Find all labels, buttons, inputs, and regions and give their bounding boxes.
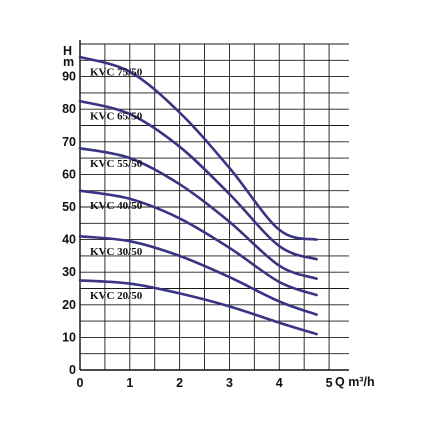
tick-labels: 0 10 20 30 40 50 60 70 80 90 0 1 2 3 4 5 bbox=[62, 70, 333, 390]
y-tick-label: 40 bbox=[62, 233, 76, 247]
y-tick-label: 10 bbox=[62, 330, 76, 344]
series-label: KVC 30/50 bbox=[90, 246, 143, 258]
series-label: KVC 40/50 bbox=[90, 200, 143, 212]
x-tick-label: 5 bbox=[326, 376, 333, 390]
curve-series bbox=[78, 235, 318, 316]
curve-series bbox=[78, 99, 318, 261]
y-tick-label: 0 bbox=[69, 363, 76, 377]
x-tick-label: 4 bbox=[276, 376, 283, 390]
y-tick-label: 70 bbox=[62, 135, 76, 149]
series-label: KVC 65/50 bbox=[90, 111, 143, 123]
series-labels: KVC 75/50 KVC 65/50 KVC 55/50 KVC 40/50 KVC … bbox=[90, 67, 143, 302]
y-tick-label: 80 bbox=[62, 102, 76, 116]
y-tick-label: 30 bbox=[62, 265, 76, 279]
series-label: KVC 55/50 bbox=[90, 158, 143, 170]
curve-series bbox=[78, 279, 318, 336]
axes bbox=[79, 40, 349, 371]
curve-series bbox=[78, 55, 318, 241]
x-tick-label: 1 bbox=[126, 376, 133, 390]
performance-curves bbox=[78, 55, 318, 336]
curve-series bbox=[78, 147, 318, 280]
y-tick-label: 60 bbox=[62, 167, 76, 181]
y-axis-label-h: H bbox=[63, 44, 72, 58]
y-tick-label: 90 bbox=[62, 70, 76, 84]
x-axis-label: Q m³/h bbox=[335, 375, 375, 389]
y-axis-label-m: m bbox=[63, 55, 74, 69]
series-label: KVC 20/50 bbox=[90, 290, 143, 302]
curve-series bbox=[78, 189, 318, 297]
y-tick-label: 20 bbox=[62, 298, 76, 312]
series-label: KVC 75/50 bbox=[90, 67, 143, 79]
x-tick-label: 2 bbox=[176, 376, 183, 390]
y-tick-label: 50 bbox=[62, 200, 76, 214]
x-tick-label: 0 bbox=[77, 376, 84, 390]
x-tick-label: 3 bbox=[226, 376, 233, 390]
